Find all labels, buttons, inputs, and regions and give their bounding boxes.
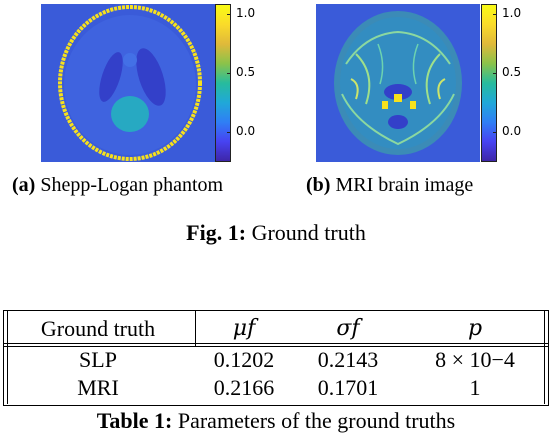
header-mu: μf (232, 316, 256, 341)
table-header-row: Ground truth μf σf p (4, 312, 550, 346)
table-header-rule-2 (3, 346, 549, 347)
header-sigma: σf (336, 316, 360, 341)
cell-slp-sigma: 0.2143 (317, 347, 379, 372)
table-header-rule (3, 343, 549, 344)
subcaption-a-label: (a) (12, 174, 36, 196)
table-caption: Table 1: Parameters of the ground truths (0, 408, 552, 434)
parameters-table: Ground truth μf σf p SLP 0.1202 0.2143 8… (4, 312, 550, 402)
cell-slp-p: 8 × 10−4 (435, 347, 515, 372)
cell-slp-name: SLP (79, 347, 117, 372)
colorbar-a-tick-3: 0.0 (236, 124, 256, 138)
mri-brain-image (316, 4, 480, 162)
cell-slp-mu: 0.1202 (213, 347, 275, 372)
cell-mri-mu: 0.2166 (213, 375, 275, 400)
colorbar-b (481, 4, 497, 162)
figure-caption-text: Ground truth (251, 220, 366, 245)
cell-mri-p: 1 (469, 375, 481, 400)
cell-mri-name: MRI (77, 375, 119, 400)
cell-mri-sigma: 0.1701 (317, 375, 379, 400)
table-bottom-rule (3, 405, 549, 406)
header-p: p (467, 316, 483, 341)
colorbar-a-tick-2: 0.5 (236, 65, 256, 79)
figure-caption: Fig. 1: Ground truth (0, 220, 552, 246)
figure-caption-label: Fig. 1: (186, 220, 247, 245)
table-caption-label: Table 1: (96, 408, 173, 433)
subcaption-a: (a) Shepp-Logan phantom (12, 174, 223, 197)
colorbar-b-tick-1: 1.0 (502, 6, 522, 20)
subcaption-a-text: Shepp-Logan phantom (40, 174, 224, 196)
header-ground-truth: Ground truth (40, 316, 156, 341)
colorbar-b-tick-3: 0.0 (502, 124, 522, 138)
subcaption-b-label: (b) (306, 174, 331, 196)
table-caption-text: Parameters of the ground truths (177, 408, 456, 433)
colorbar-b-tick-2: 0.5 (502, 65, 522, 79)
colorbar-a-tick-1: 1.0 (236, 6, 256, 20)
colorbar-a (215, 4, 231, 162)
table-row: SLP 0.1202 0.2143 8 × 10−4 (4, 346, 550, 374)
table-frame-inner (7, 310, 545, 404)
subcaption-b-text: MRI brain image (335, 174, 474, 196)
shepp-logan-image (41, 4, 219, 162)
table-row: MRI 0.2166 0.1701 1 (4, 374, 550, 402)
subcaption-b: (b) MRI brain image (306, 174, 473, 197)
table-col-rule (195, 310, 196, 347)
